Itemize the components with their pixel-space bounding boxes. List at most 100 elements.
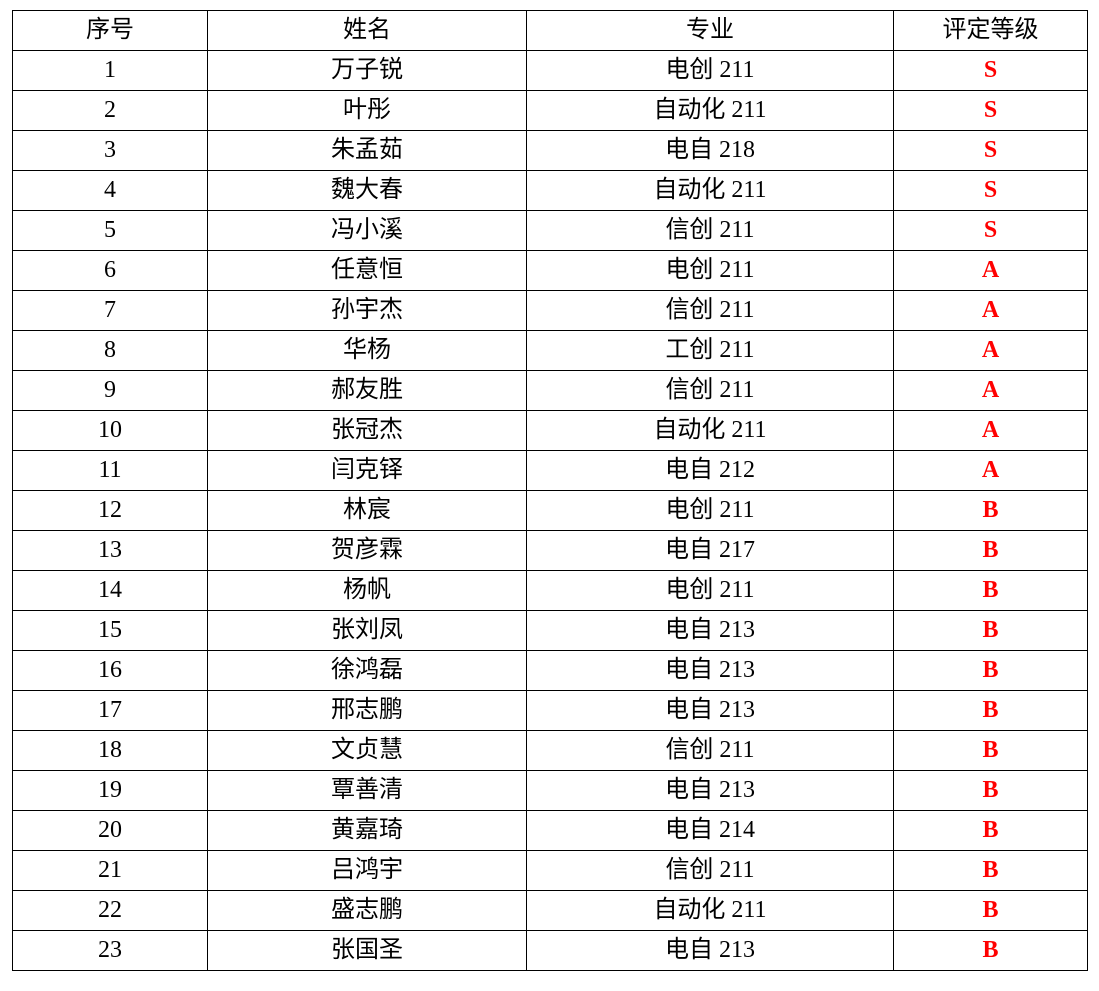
name-cell: 任意恒 xyxy=(207,250,527,291)
index-cell: 13 xyxy=(12,530,208,571)
major-cell: 电自 213 xyxy=(526,650,894,691)
grade-cell: B xyxy=(893,530,1088,571)
header-row: 序号 姓名 专业 评定等级 xyxy=(12,10,1088,51)
table-row: 5 冯小溪 信创 211 S xyxy=(12,210,1088,251)
grade-cell: B xyxy=(893,770,1088,811)
major-cell: 信创 211 xyxy=(526,290,894,331)
name-cell: 盛志鹏 xyxy=(207,890,527,931)
grade-cell: S xyxy=(893,210,1088,251)
index-cell: 22 xyxy=(12,890,208,931)
index-cell: 17 xyxy=(12,690,208,731)
table-row: 3 朱孟茹 电自 218 S xyxy=(12,130,1088,171)
grade-cell: B xyxy=(893,850,1088,891)
name-cell: 覃善清 xyxy=(207,770,527,811)
index-cell: 3 xyxy=(12,130,208,171)
index-cell: 15 xyxy=(12,610,208,651)
table-row: 12 林宸 电创 211 B xyxy=(12,490,1088,531)
major-cell: 电自 213 xyxy=(526,770,894,811)
table-row: 16 徐鸿磊 电自 213 B xyxy=(12,650,1088,691)
major-cell: 电自 214 xyxy=(526,810,894,851)
grade-cell: B xyxy=(893,490,1088,531)
name-cell: 邢志鹏 xyxy=(207,690,527,731)
header-name: 姓名 xyxy=(207,10,527,51)
index-cell: 5 xyxy=(12,210,208,251)
major-cell: 自动化 211 xyxy=(526,890,894,931)
index-cell: 7 xyxy=(12,290,208,331)
name-cell: 徐鸿磊 xyxy=(207,650,527,691)
index-cell: 20 xyxy=(12,810,208,851)
index-cell: 1 xyxy=(12,50,208,91)
major-cell: 自动化 211 xyxy=(526,170,894,211)
grade-cell: A xyxy=(893,290,1088,331)
table-row: 19 覃善清 电自 213 B xyxy=(12,770,1088,811)
index-cell: 10 xyxy=(12,410,208,451)
name-cell: 杨帆 xyxy=(207,570,527,611)
grade-cell: B xyxy=(893,890,1088,931)
table-row: 21 吕鸿宇 信创 211 B xyxy=(12,850,1088,891)
major-cell: 电创 211 xyxy=(526,50,894,91)
table-row: 7 孙宇杰 信创 211 A xyxy=(12,290,1088,331)
grade-cell: B xyxy=(893,650,1088,691)
table-row: 14 杨帆 电创 211 B xyxy=(12,570,1088,611)
table-row: 2 叶彤 自动化 211 S xyxy=(12,90,1088,131)
index-cell: 19 xyxy=(12,770,208,811)
name-cell: 叶彤 xyxy=(207,90,527,131)
name-cell: 张国圣 xyxy=(207,930,527,971)
header-index: 序号 xyxy=(12,10,208,51)
index-cell: 2 xyxy=(12,90,208,131)
name-cell: 魏大春 xyxy=(207,170,527,211)
table-row: 23 张国圣 电自 213 B xyxy=(12,930,1088,971)
name-cell: 华杨 xyxy=(207,330,527,371)
table-row: 17 邢志鹏 电自 213 B xyxy=(12,690,1088,731)
index-cell: 18 xyxy=(12,730,208,771)
name-cell: 冯小溪 xyxy=(207,210,527,251)
table-row: 9 郝友胜 信创 211 A xyxy=(12,370,1088,411)
major-cell: 电自 213 xyxy=(526,930,894,971)
table-row: 8 华杨 工创 211 A xyxy=(12,330,1088,371)
index-cell: 21 xyxy=(12,850,208,891)
grade-cell: B xyxy=(893,610,1088,651)
table-row: 15 张刘凤 电自 213 B xyxy=(12,610,1088,651)
index-cell: 11 xyxy=(12,450,208,491)
grade-cell: B xyxy=(893,690,1088,731)
header-major: 专业 xyxy=(526,10,894,51)
table-row: 22 盛志鹏 自动化 211 B xyxy=(12,890,1088,931)
major-cell: 电创 211 xyxy=(526,490,894,531)
grade-cell: B xyxy=(893,730,1088,771)
index-cell: 12 xyxy=(12,490,208,531)
name-cell: 林宸 xyxy=(207,490,527,531)
table-row: 10 张冠杰 自动化 211 A xyxy=(12,410,1088,451)
major-cell: 信创 211 xyxy=(526,730,894,771)
index-cell: 4 xyxy=(12,170,208,211)
grade-cell: A xyxy=(893,330,1088,371)
name-cell: 张冠杰 xyxy=(207,410,527,451)
major-cell: 自动化 211 xyxy=(526,410,894,451)
grade-cell: B xyxy=(893,810,1088,851)
table-row: 4 魏大春 自动化 211 S xyxy=(12,170,1088,211)
grade-table: 序号 姓名 专业 评定等级 1 万子锐 电创 211 S 2 叶彤 自动化 211 S 3 朱孟茹… xyxy=(12,10,1088,971)
name-cell: 文贞慧 xyxy=(207,730,527,771)
major-cell: 电自 213 xyxy=(526,610,894,651)
major-cell: 信创 211 xyxy=(526,850,894,891)
grade-cell: S xyxy=(893,90,1088,131)
major-cell: 电自 218 xyxy=(526,130,894,171)
name-cell: 贺彦霖 xyxy=(207,530,527,571)
grade-cell: B xyxy=(893,930,1088,971)
name-cell: 郝友胜 xyxy=(207,370,527,411)
index-cell: 8 xyxy=(12,330,208,371)
table-row: 6 任意恒 电创 211 A xyxy=(12,250,1088,291)
grade-cell: S xyxy=(893,170,1088,211)
major-cell: 电自 217 xyxy=(526,530,894,571)
major-cell: 自动化 211 xyxy=(526,90,894,131)
name-cell: 张刘凤 xyxy=(207,610,527,651)
table-row: 11 闫克铎 电自 212 A xyxy=(12,450,1088,491)
name-cell: 万子锐 xyxy=(207,50,527,91)
name-cell: 孙宇杰 xyxy=(207,290,527,331)
major-cell: 电自 212 xyxy=(526,450,894,491)
major-cell: 信创 211 xyxy=(526,370,894,411)
grade-cell: A xyxy=(893,250,1088,291)
index-cell: 14 xyxy=(12,570,208,611)
index-cell: 16 xyxy=(12,650,208,691)
index-cell: 23 xyxy=(12,930,208,971)
grade-cell: S xyxy=(893,50,1088,91)
